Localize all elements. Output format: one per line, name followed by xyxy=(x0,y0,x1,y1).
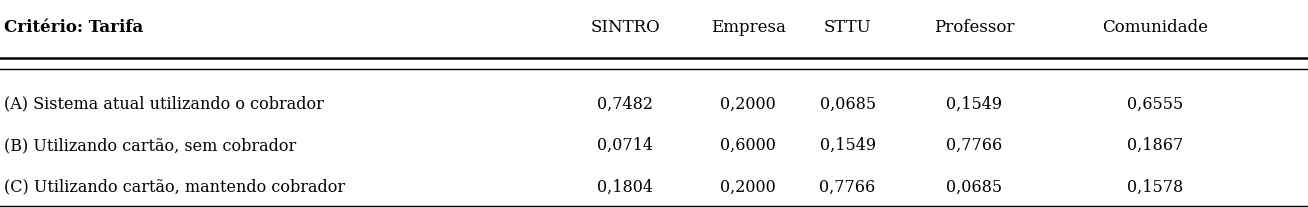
Text: SINTRO: SINTRO xyxy=(590,19,661,36)
Text: Empresa: Empresa xyxy=(710,19,786,36)
Text: 0,0714: 0,0714 xyxy=(598,137,653,154)
Text: 0,1804: 0,1804 xyxy=(598,179,653,196)
Text: 0,0685: 0,0685 xyxy=(947,179,1002,196)
Text: 0,1578: 0,1578 xyxy=(1126,179,1184,196)
Text: (C) Utilizando cartão, mantendo cobrador: (C) Utilizando cartão, mantendo cobrador xyxy=(4,179,345,196)
Text: 0,2000: 0,2000 xyxy=(721,95,776,113)
Text: STTU: STTU xyxy=(824,19,871,36)
Text: 0,7766: 0,7766 xyxy=(946,137,1003,154)
Text: 0,6000: 0,6000 xyxy=(721,137,776,154)
Text: 0,7766: 0,7766 xyxy=(819,179,876,196)
Text: 0,1549: 0,1549 xyxy=(947,95,1002,113)
Text: 0,1867: 0,1867 xyxy=(1126,137,1184,154)
Text: 0,6555: 0,6555 xyxy=(1126,95,1184,113)
Text: (B) Utilizando cartão, sem cobrador: (B) Utilizando cartão, sem cobrador xyxy=(4,137,296,154)
Text: Professor: Professor xyxy=(934,19,1015,36)
Text: Critério: Tarifa: Critério: Tarifa xyxy=(4,19,143,36)
Text: 0,7482: 0,7482 xyxy=(598,95,653,113)
Text: 0,2000: 0,2000 xyxy=(721,179,776,196)
Text: 0,1549: 0,1549 xyxy=(820,137,875,154)
Text: 0,0685: 0,0685 xyxy=(820,95,875,113)
Text: (A) Sistema atual utilizando o cobrador: (A) Sistema atual utilizando o cobrador xyxy=(4,95,324,113)
Text: Comunidade: Comunidade xyxy=(1101,19,1209,36)
